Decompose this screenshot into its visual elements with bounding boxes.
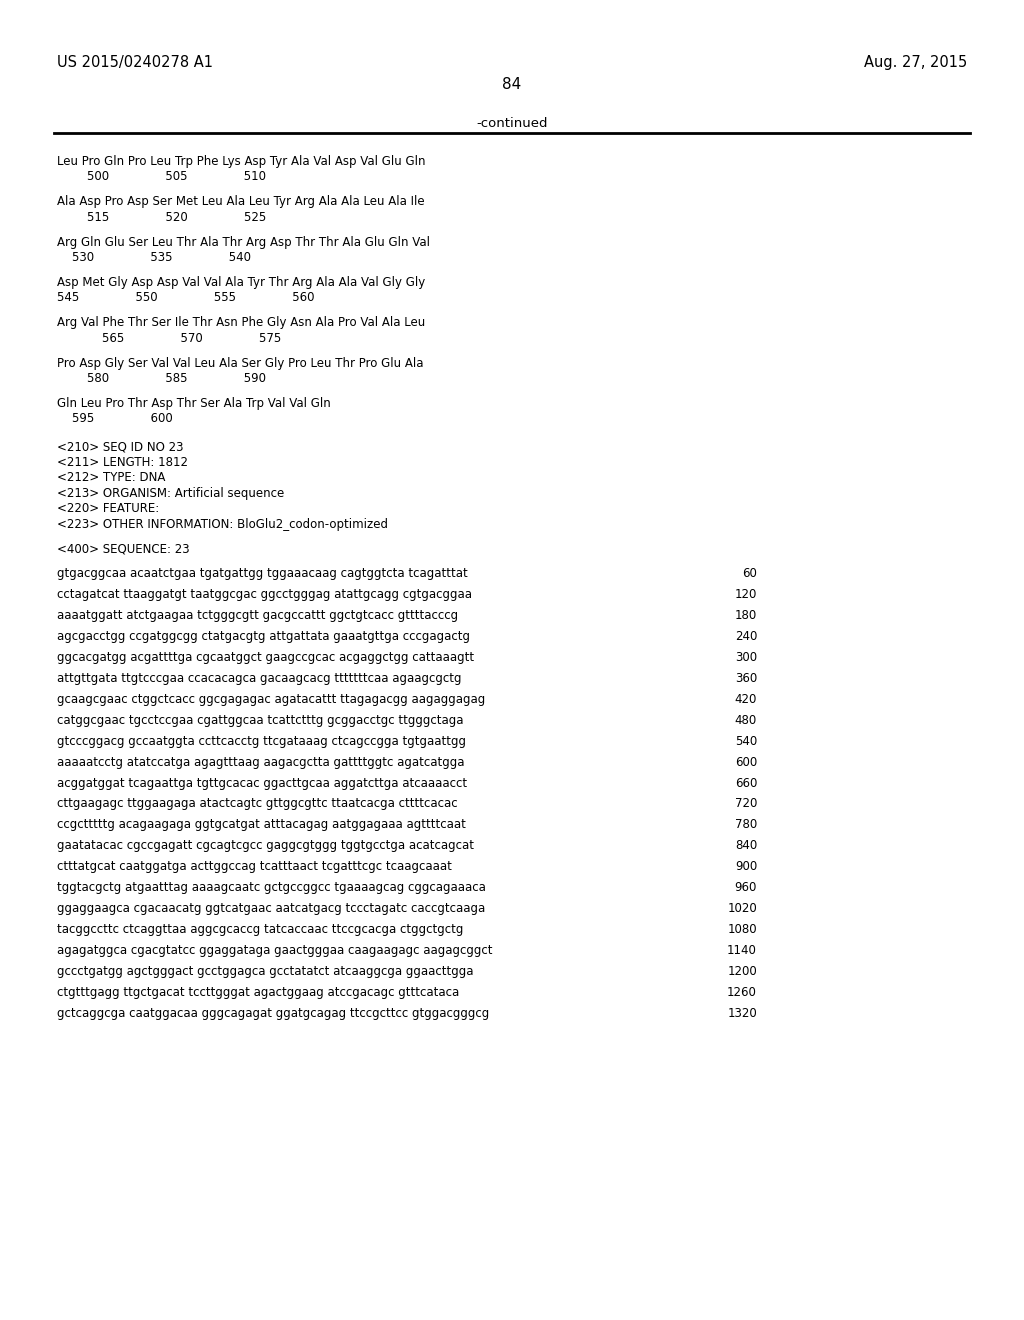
Text: gctcaggcga caatggacaa gggcagagat ggatgcagag ttccgcttcc gtggacgggcg: gctcaggcga caatggacaa gggcagagat ggatgca… — [57, 1007, 489, 1020]
Text: ggaggaagca cgacaacatg ggtcatgaac aatcatgacg tccctagatc caccgtcaaga: ggaggaagca cgacaacatg ggtcatgaac aatcatg… — [57, 902, 485, 915]
Text: 60: 60 — [742, 568, 757, 581]
Text: Arg Val Phe Thr Ser Ile Thr Asn Phe Gly Asn Ala Pro Val Ala Leu: Arg Val Phe Thr Ser Ile Thr Asn Phe Gly … — [57, 317, 425, 329]
Text: attgttgata ttgtcccgaa ccacacagca gacaagcacg tttttttcaa agaagcgctg: attgttgata ttgtcccgaa ccacacagca gacaagc… — [57, 672, 462, 685]
Text: 1080: 1080 — [727, 923, 757, 936]
Text: 540: 540 — [735, 735, 757, 747]
Text: 720: 720 — [734, 797, 757, 810]
Text: agagatggca cgacgtatcc ggaggataga gaactgggaa caagaagagc aagagcggct: agagatggca cgacgtatcc ggaggataga gaactgg… — [57, 944, 493, 957]
Text: 300: 300 — [735, 651, 757, 664]
Text: -continued: -continued — [476, 117, 548, 129]
Text: <400> SEQUENCE: 23: <400> SEQUENCE: 23 — [57, 543, 189, 556]
Text: <210> SEQ ID NO 23: <210> SEQ ID NO 23 — [57, 440, 183, 453]
Text: <212> TYPE: DNA: <212> TYPE: DNA — [57, 471, 165, 484]
Text: ctttatgcat caatggatga acttggccag tcatttaact tcgatttcgc tcaagcaaat: ctttatgcat caatggatga acttggccag tcattta… — [57, 861, 452, 874]
Text: 480: 480 — [735, 714, 757, 727]
Text: tacggccttc ctcaggttaa aggcgcaccg tatcaccaac ttccgcacga ctggctgctg: tacggccttc ctcaggttaa aggcgcaccg tatcacc… — [57, 923, 464, 936]
Text: <220> FEATURE:: <220> FEATURE: — [57, 502, 160, 515]
Text: 780: 780 — [735, 818, 757, 832]
Text: 600: 600 — [735, 755, 757, 768]
Text: 900: 900 — [735, 861, 757, 874]
Text: 565               570               575: 565 570 575 — [57, 331, 282, 345]
Text: 240: 240 — [734, 630, 757, 643]
Text: Aug. 27, 2015: Aug. 27, 2015 — [864, 55, 967, 70]
Text: cttgaagagc ttggaagaga atactcagtc gttggcgttc ttaatcacga cttttcacac: cttgaagagc ttggaagaga atactcagtc gttggcg… — [57, 797, 458, 810]
Text: 180: 180 — [735, 609, 757, 622]
Text: aaaaatcctg atatccatga agagtttaag aagacgctta gattttggtc agatcatgga: aaaaatcctg atatccatga agagtttaag aagacgc… — [57, 755, 465, 768]
Text: 84: 84 — [503, 77, 521, 92]
Text: 545               550               555               560: 545 550 555 560 — [57, 292, 314, 305]
Text: gaatatacac cgccgagatt cgcagtcgcc gaggcgtggg tggtgcctga acatcagcat: gaatatacac cgccgagatt cgcagtcgcc gaggcgt… — [57, 840, 474, 853]
Text: 420: 420 — [734, 693, 757, 706]
Text: catggcgaac tgcctccgaa cgattggcaa tcattctttg gcggacctgc ttgggctaga: catggcgaac tgcctccgaa cgattggcaa tcattct… — [57, 714, 464, 727]
Text: 960: 960 — [734, 882, 757, 894]
Text: 500               505               510: 500 505 510 — [57, 170, 266, 183]
Text: Ala Asp Pro Asp Ser Met Leu Ala Leu Tyr Arg Ala Ala Leu Ala Ile: Ala Asp Pro Asp Ser Met Leu Ala Leu Tyr … — [57, 195, 425, 209]
Text: 1260: 1260 — [727, 986, 757, 999]
Text: <223> OTHER INFORMATION: BloGlu2_codon-optimized: <223> OTHER INFORMATION: BloGlu2_codon-o… — [57, 517, 388, 531]
Text: tggtacgctg atgaatttag aaaagcaatc gctgccggcc tgaaaagcag cggcagaaaca: tggtacgctg atgaatttag aaaagcaatc gctgccg… — [57, 882, 485, 894]
Text: agcgacctgg ccgatggcgg ctatgacgtg attgattata gaaatgttga cccgagactg: agcgacctgg ccgatggcgg ctatgacgtg attgatt… — [57, 630, 470, 643]
Text: 595               600: 595 600 — [57, 412, 173, 425]
Text: 1140: 1140 — [727, 944, 757, 957]
Text: 580               585               590: 580 585 590 — [57, 372, 266, 385]
Text: aaaatggatt atctgaagaa tctgggcgtt gacgccattt ggctgtcacc gttttacccg: aaaatggatt atctgaagaa tctgggcgtt gacgcca… — [57, 609, 458, 622]
Text: 1200: 1200 — [727, 965, 757, 978]
Text: gccctgatgg agctgggact gcctggagca gcctatatct atcaaggcga ggaacttgga: gccctgatgg agctgggact gcctggagca gcctata… — [57, 965, 473, 978]
Text: <211> LENGTH: 1812: <211> LENGTH: 1812 — [57, 455, 188, 469]
Text: ctgtttgagg ttgctgacat tccttgggat agactggaag atccgacagc gtttcataca: ctgtttgagg ttgctgacat tccttgggat agactgg… — [57, 986, 459, 999]
Text: Gln Leu Pro Thr Asp Thr Ser Ala Trp Val Val Gln: Gln Leu Pro Thr Asp Thr Ser Ala Trp Val … — [57, 397, 331, 409]
Text: gcaagcgaac ctggctcacc ggcgagagac agatacattt ttagagacgg aagaggagag: gcaagcgaac ctggctcacc ggcgagagac agataca… — [57, 693, 485, 706]
Text: Pro Asp Gly Ser Val Val Leu Ala Ser Gly Pro Leu Thr Pro Glu Ala: Pro Asp Gly Ser Val Val Leu Ala Ser Gly … — [57, 356, 424, 370]
Text: 530               535               540: 530 535 540 — [57, 251, 251, 264]
Text: gtcccggacg gccaatggta ccttcacctg ttcgataaag ctcagccgga tgtgaattgg: gtcccggacg gccaatggta ccttcacctg ttcgata… — [57, 735, 466, 747]
Text: gtgacggcaa acaatctgaa tgatgattgg tggaaacaag cagtggtcta tcagatttat: gtgacggcaa acaatctgaa tgatgattgg tggaaac… — [57, 568, 468, 581]
Text: Asp Met Gly Asp Asp Val Val Ala Tyr Thr Arg Ala Ala Val Gly Gly: Asp Met Gly Asp Asp Val Val Ala Tyr Thr … — [57, 276, 425, 289]
Text: 360: 360 — [735, 672, 757, 685]
Text: 1020: 1020 — [727, 902, 757, 915]
Text: ccgctttttg acagaagaga ggtgcatgat atttacagag aatggagaaa agttttcaat: ccgctttttg acagaagaga ggtgcatgat atttaca… — [57, 818, 466, 832]
Text: acggatggat tcagaattga tgttgcacac ggacttgcaa aggatcttga atcaaaacct: acggatggat tcagaattga tgttgcacac ggacttg… — [57, 776, 467, 789]
Text: US 2015/0240278 A1: US 2015/0240278 A1 — [57, 55, 213, 70]
Text: 840: 840 — [735, 840, 757, 853]
Text: ggcacgatgg acgattttga cgcaatggct gaagccgcac acgaggctgg cattaaagtt: ggcacgatgg acgattttga cgcaatggct gaagccg… — [57, 651, 474, 664]
Text: cctagatcat ttaaggatgt taatggcgac ggcctgggag atattgcagg cgtgacggaa: cctagatcat ttaaggatgt taatggcgac ggcctgg… — [57, 589, 472, 601]
Text: 660: 660 — [734, 776, 757, 789]
Text: Arg Gln Glu Ser Leu Thr Ala Thr Arg Asp Thr Thr Ala Glu Gln Val: Arg Gln Glu Ser Leu Thr Ala Thr Arg Asp … — [57, 235, 430, 248]
Text: 1320: 1320 — [727, 1007, 757, 1020]
Text: 515               520               525: 515 520 525 — [57, 211, 266, 224]
Text: Leu Pro Gln Pro Leu Trp Phe Lys Asp Tyr Ala Val Asp Val Glu Gln: Leu Pro Gln Pro Leu Trp Phe Lys Asp Tyr … — [57, 154, 426, 168]
Text: 120: 120 — [734, 589, 757, 601]
Text: <213> ORGANISM: Artificial sequence: <213> ORGANISM: Artificial sequence — [57, 487, 285, 500]
